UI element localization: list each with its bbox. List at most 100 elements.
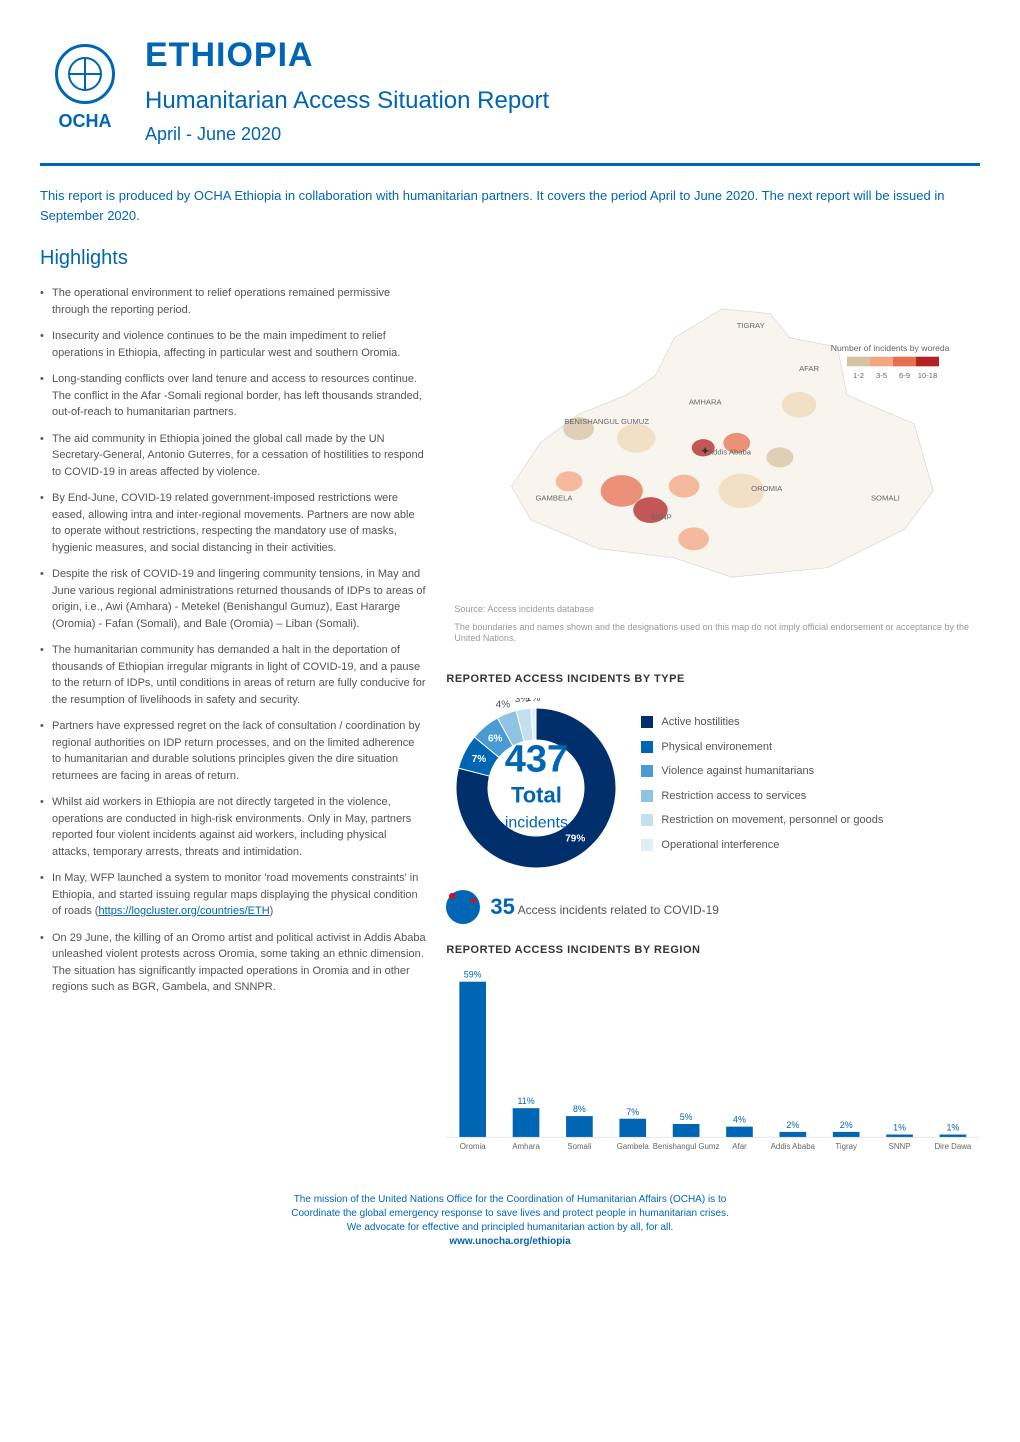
legend-item: Operational interference (641, 837, 883, 854)
map-region-label: SNNP (651, 513, 672, 522)
highlight-bullet: In May, WFP launched a system to monitor… (40, 870, 426, 920)
bar (460, 982, 487, 1137)
report-title: Humanitarian Access Situation Report (145, 83, 980, 119)
map-region-label: AMHARA (689, 398, 723, 407)
legend-item: Physical environement (641, 739, 883, 756)
highlight-bullet: Insecurity and violence continues to be … (40, 328, 426, 361)
svg-text:1%: 1% (894, 1123, 907, 1133)
highlight-bullet: By End-June, COVID-19 related government… (40, 490, 426, 556)
svg-text:2%: 2% (787, 1120, 800, 1130)
svg-text:6-9: 6-9 (899, 371, 910, 380)
donut-legend: Active hostilities Physical environement V… (641, 714, 883, 861)
map-region-label: AFAR (799, 364, 819, 373)
svg-text:Afar: Afar (733, 1142, 748, 1151)
legend-item: Restriction access to services (641, 788, 883, 805)
svg-text:Gambela: Gambela (617, 1142, 650, 1151)
highlights-heading: Highlights (40, 243, 980, 273)
bar (727, 1127, 754, 1138)
donut-total-label2: incidents (505, 811, 568, 835)
legend-label: Operational interference (661, 837, 779, 854)
svg-text:8%: 8% (573, 1104, 586, 1114)
donut-total: 437 (505, 740, 568, 778)
svg-text:5%: 5% (680, 1112, 693, 1122)
footer-line3: We advocate for effective and principled… (40, 1221, 980, 1235)
bar (673, 1124, 700, 1137)
map-region-label: Addis Ababa (708, 448, 752, 457)
map-region-label: BENISHANGUL GUMUZ (565, 417, 650, 426)
svg-text:2%: 2% (840, 1120, 853, 1130)
legend-label: Physical environement (661, 739, 772, 756)
legend-label: Restriction on movement, personnel or go… (661, 812, 883, 829)
report-period: April - June 2020 (145, 121, 980, 148)
svg-text:7%: 7% (472, 754, 487, 765)
legend-swatch-icon (641, 741, 653, 753)
legend-label: Violence against humanitarians (661, 763, 814, 780)
donut-center: 437 Total incidents (505, 740, 568, 835)
legend-swatch-icon (641, 790, 653, 802)
highlight-bullet: Despite the risk of COVID-19 and lingeri… (40, 566, 426, 632)
svg-text:1%: 1% (947, 1123, 960, 1133)
map-region-label: TIGRAY (737, 321, 765, 330)
footer-line2: Coordinate the global emergency response… (40, 1207, 980, 1221)
svg-text:11%: 11% (518, 1096, 535, 1106)
svg-text:4%: 4% (733, 1115, 746, 1125)
covid-text: Access incidents related to COVID-19 (518, 903, 719, 917)
svg-text:10-18: 10-18 (918, 371, 938, 380)
svg-text:1%: 1% (526, 698, 541, 704)
svg-text:79%: 79% (566, 833, 586, 844)
svg-text:7%: 7% (627, 1107, 640, 1117)
country-title: ETHIOPIA (145, 30, 980, 81)
bar (566, 1116, 593, 1137)
footer-url: www.unocha.org/ethiopia (40, 1235, 980, 1249)
svg-text:Benishangul Gumz: Benishangul Gumz (653, 1142, 720, 1151)
svg-text:SNNP: SNNP (889, 1142, 911, 1151)
highlights-list: The operational environment to relief op… (40, 285, 426, 996)
legend-swatch-icon (641, 814, 653, 826)
legend-label: Active hostilities (661, 714, 739, 731)
svg-text:4%: 4% (496, 699, 511, 710)
svg-text:Addis Ababa: Addis Ababa (771, 1142, 816, 1151)
highlight-bullet: On 29 June, the killing of an Oromo arti… (40, 930, 426, 996)
svg-text:Amhara: Amhara (513, 1142, 541, 1151)
svg-text:Oromia: Oromia (460, 1142, 486, 1151)
legend-swatch-icon (641, 839, 653, 851)
legend-item: Violence against humanitarians (641, 763, 883, 780)
highlight-bullet: Whilst aid workers in Ethiopia are not d… (40, 794, 426, 860)
covid-icon (446, 890, 480, 924)
map-legend-title: Number of incidents by woreda (831, 343, 950, 353)
intro-text: This report is produced by OCHA Ethiopia… (40, 186, 980, 225)
donut-chart-section: 79%7%6%4%3%1% 437 Total incidents Active… (446, 698, 980, 878)
highlight-bullet: Long-standing conflicts over land tenure… (40, 371, 426, 421)
svg-text:Dire Dawa: Dire Dawa (935, 1142, 972, 1151)
legend-item: Restriction on movement, personnel or go… (641, 812, 883, 829)
svg-text:3-5: 3-5 (876, 371, 887, 380)
logcluster-link[interactable]: https://logcluster.org/countries/ETH (98, 905, 269, 917)
svg-text:Somali: Somali (568, 1142, 592, 1151)
bar (620, 1119, 647, 1137)
report-header: OCHA ETHIOPIA Humanitarian Access Situat… (40, 30, 980, 166)
barchart-svg: 59% Oromia 11% Amhara 8% Somali 7% Gambela 5% Ben… (446, 968, 980, 1168)
bar (780, 1132, 807, 1137)
page-footer: The mission of the United Nations Office… (40, 1193, 980, 1249)
covid-callout: 35 Access incidents related to COVID-19 (446, 890, 980, 924)
barchart-title: REPORTED ACCESS INCIDENTS BY REGION (446, 942, 980, 959)
highlight-bullet: The humanitarian community has demanded … (40, 642, 426, 708)
svg-text:Tigray: Tigray (836, 1142, 858, 1151)
legend-swatch-icon (641, 716, 653, 728)
map-region-label: SOMALI (871, 494, 900, 503)
svg-text:59%: 59% (464, 970, 482, 980)
legend-item: Active hostilities (641, 714, 883, 731)
bar (887, 1135, 914, 1138)
map-region-label: GAMBELA (536, 494, 574, 503)
map-region-label: OROMIA (752, 484, 784, 493)
incidents-map: Number of incidents by woreda 1-23-56-91… (446, 285, 980, 653)
un-emblem-icon (55, 44, 115, 104)
donut-total-label1: Total (505, 778, 568, 811)
svg-text:6%: 6% (488, 733, 503, 744)
map-svg: Number of incidents by woreda 1-23-56-91… (454, 293, 972, 593)
highlight-bullet: The aid community in Ethiopia joined the… (40, 431, 426, 481)
ocha-logo: OCHA (40, 39, 130, 139)
org-abbrev: OCHA (59, 108, 112, 135)
bar (833, 1132, 860, 1137)
legend-swatch-icon (641, 765, 653, 777)
